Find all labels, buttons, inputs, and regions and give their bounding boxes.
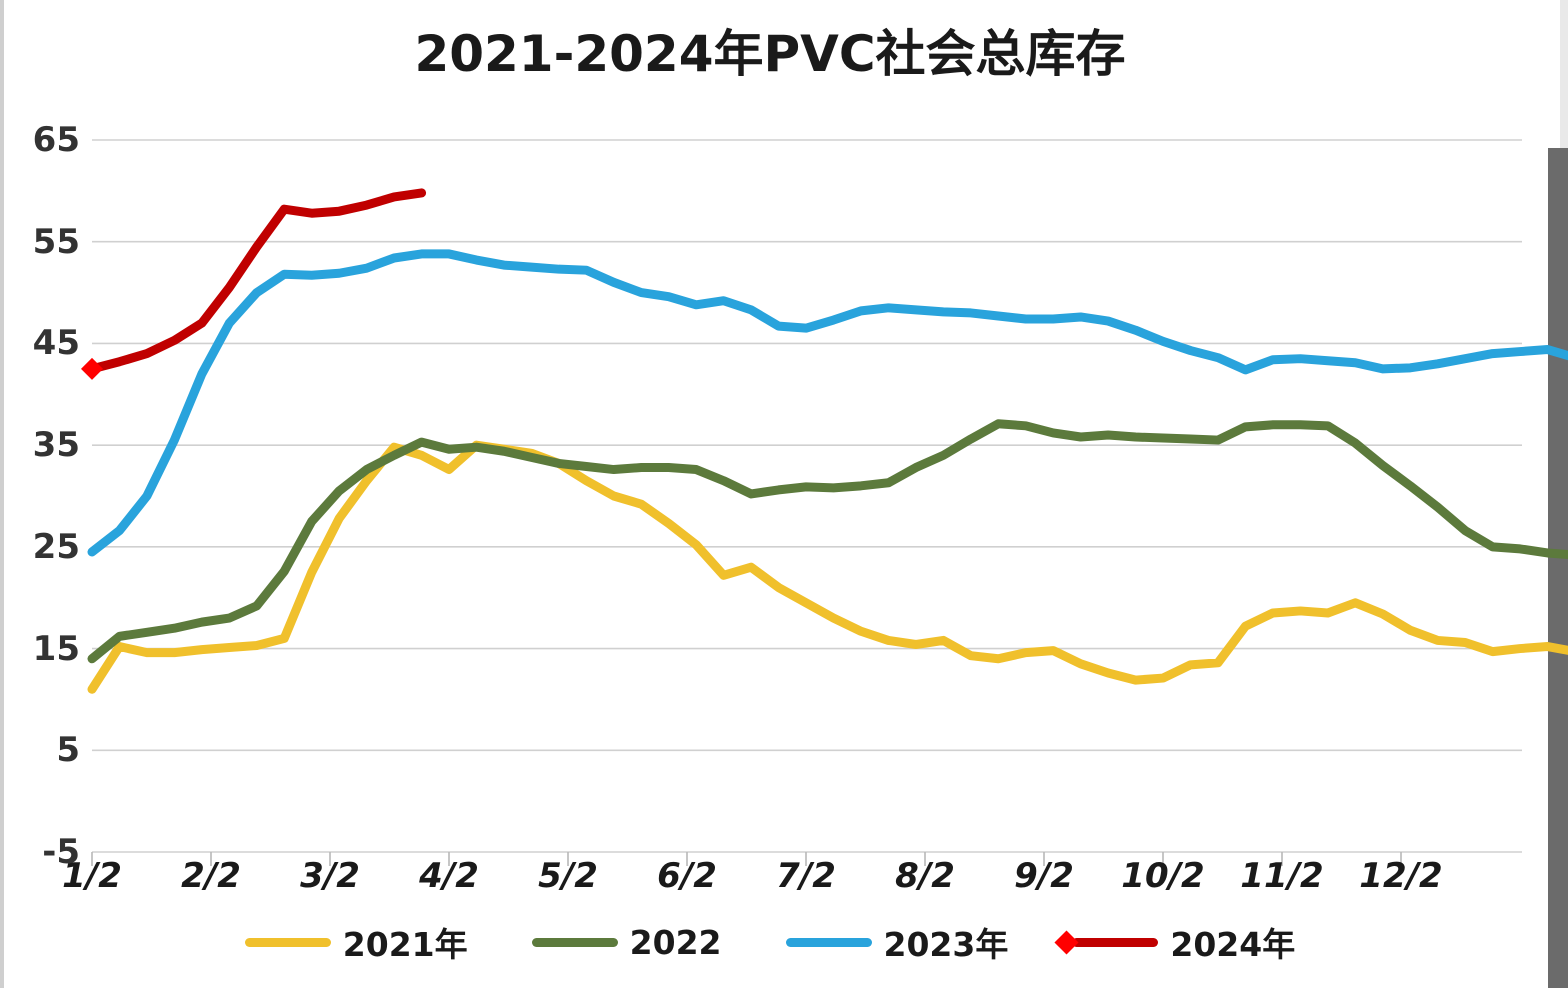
y-axis-tick-label: -5 <box>42 832 80 872</box>
series-line-2023年 <box>87 249 1568 557</box>
left-border-strip <box>0 0 4 996</box>
series-line-2021年 <box>87 440 1568 694</box>
x-axis-tick-label: 10/2 <box>1121 856 1205 896</box>
x-axis-tick-label: 3/2 <box>300 856 360 896</box>
legend-label: 2023年 <box>883 925 1009 964</box>
legend-label: 2021年 <box>342 925 468 964</box>
legend-diamond-marker-icon <box>1054 930 1079 955</box>
series-lines <box>81 188 1568 694</box>
x-axis-tick-label: 4/2 <box>419 856 479 896</box>
right-border-strip-top <box>1560 0 1568 150</box>
legend-item-2022[interactable]: 2022 <box>531 922 722 962</box>
x-axis-tick-label: 12/2 <box>1359 856 1443 896</box>
plot-area <box>81 139 1568 866</box>
right-border-strip-dark <box>1548 148 1568 996</box>
bottom-border-strip <box>0 988 1568 996</box>
y-axis-tick-label: 5 <box>56 730 80 771</box>
y-axis-tick-label: 55 <box>32 221 80 262</box>
x-axis-tick-label: 7/2 <box>776 856 836 896</box>
chart-svg <box>81 139 1568 866</box>
y-axis-tick-label: 45 <box>32 323 80 364</box>
x-axis-labels: 1/2 2/2 3/2 4/2 5/2 6/2 7/2 8/2 9/2 10/2 11/2 12/2 <box>62 856 1522 906</box>
y-axis-labels: 65 55 45 35 25 15 5 -5 <box>0 120 92 872</box>
legend-item-2023年[interactable]: 2023年 <box>785 918 1009 966</box>
x-axis-tick-label: 9/2 <box>1014 856 1074 896</box>
legend-item-2024年[interactable]: 2024年 <box>1054 918 1296 966</box>
legend-swatch-icon <box>244 937 331 947</box>
chart-legend: 2021年 2022 2023年 2024年 <box>0 918 1540 966</box>
legend-swatch-icon <box>785 937 872 947</box>
y-axis-tick-label: 65 <box>32 120 80 160</box>
y-axis-tick-label: 35 <box>32 425 80 466</box>
legend-label: 2022 <box>629 922 722 962</box>
gridlines <box>91 139 1522 866</box>
x-axis-tick-label: 1/2 <box>62 856 122 896</box>
chart-title: 2021-2024年PVC社会总库存 <box>414 25 1126 83</box>
x-axis-tick-label: 2/2 <box>181 856 241 896</box>
y-axis-tick-label: 15 <box>32 628 80 669</box>
x-axis-tick-label: 6/2 <box>657 856 717 896</box>
series-line-2022 <box>87 419 1568 664</box>
legend-label: 2024年 <box>1170 925 1296 964</box>
x-axis-tick-label: 5/2 <box>538 856 598 896</box>
series-line-2024年 <box>87 188 427 374</box>
x-axis-tick-label: 11/2 <box>1240 856 1324 896</box>
legend-swatch-icon <box>1054 930 1159 955</box>
series-marker-2024年 <box>81 357 103 380</box>
x-axis-tick-label: 8/2 <box>895 856 955 896</box>
legend-swatch-icon <box>531 937 618 947</box>
y-axis-tick-label: 25 <box>32 526 80 567</box>
legend-item-2021年[interactable]: 2021年 <box>244 918 468 966</box>
